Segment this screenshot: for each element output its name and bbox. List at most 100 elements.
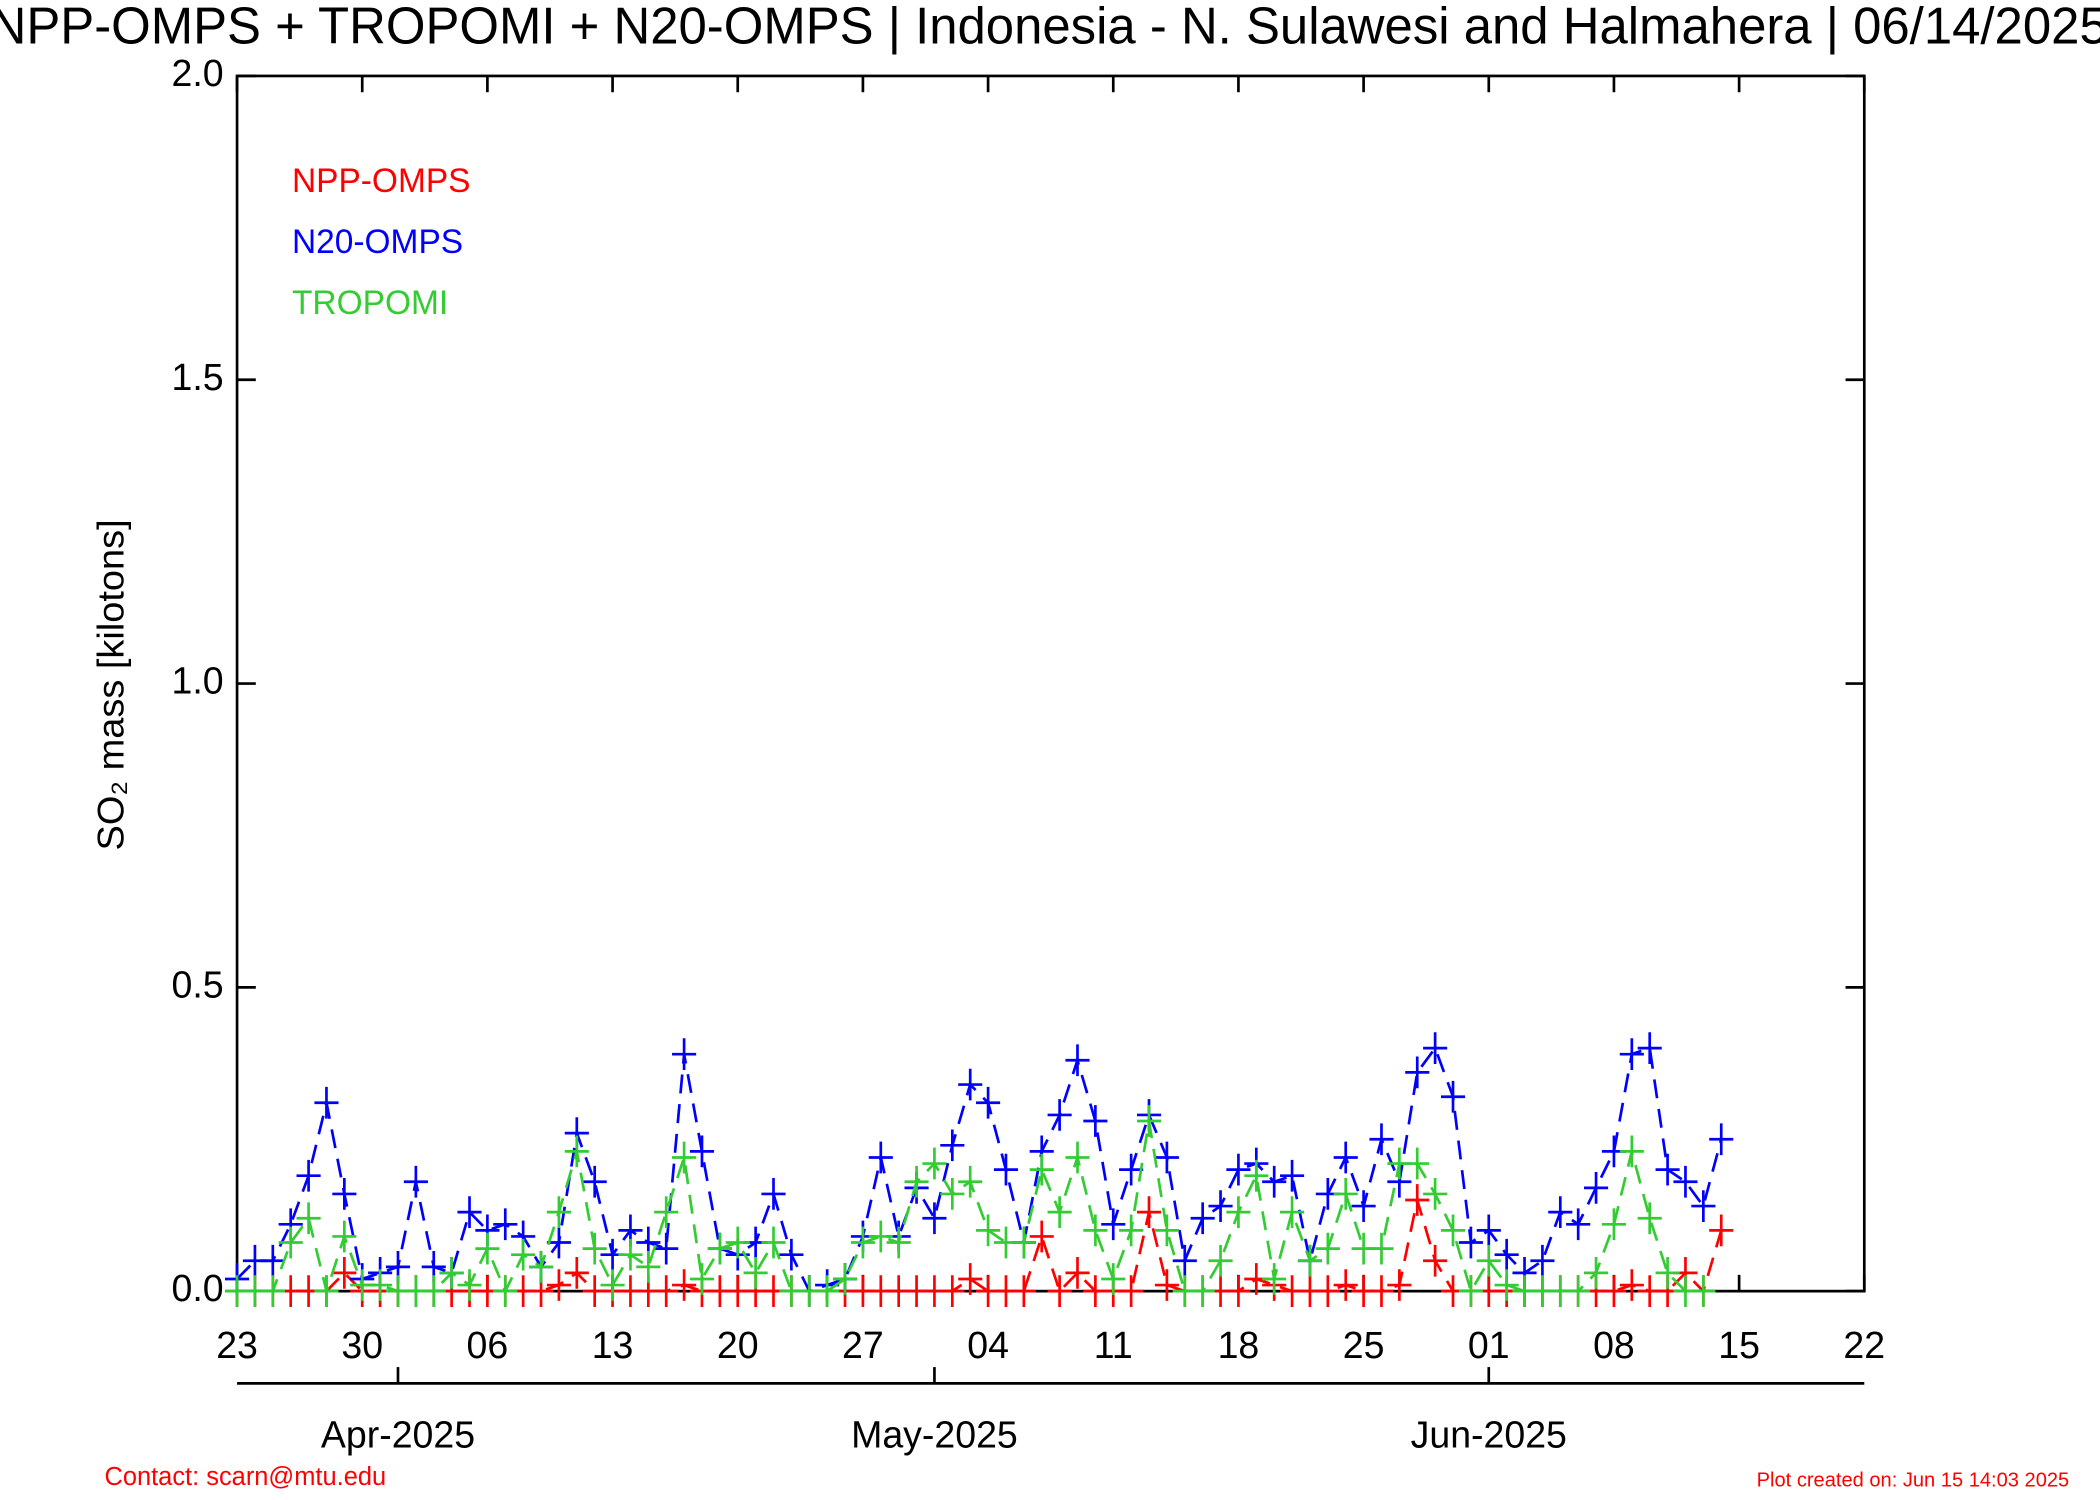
data-point xyxy=(546,1226,571,1259)
month-label: May-2025 xyxy=(851,1413,1018,1455)
data-point xyxy=(1065,1141,1090,1174)
data-point xyxy=(1333,1178,1358,1210)
legend-entry: NPP-OMPS xyxy=(292,163,471,200)
x-tick-label: 30 xyxy=(341,1324,383,1366)
x-tick-label: 13 xyxy=(592,1324,634,1366)
data-point xyxy=(1101,1208,1126,1241)
x-tick-label: 23 xyxy=(216,1324,258,1366)
data-point xyxy=(1029,1153,1054,1186)
data-point xyxy=(815,1275,840,1308)
data-point xyxy=(1154,1141,1179,1174)
data-point xyxy=(546,1196,571,1229)
contact: Contact: scarn@mtu.edu xyxy=(104,1463,386,1491)
data-point xyxy=(1315,1232,1340,1265)
data-point xyxy=(1333,1269,1358,1301)
data-point xyxy=(1637,1202,1662,1235)
data-point xyxy=(1065,1257,1090,1289)
data-point xyxy=(1083,1214,1108,1247)
data-point xyxy=(1440,1080,1466,1113)
data-point xyxy=(421,1275,446,1308)
data-point xyxy=(314,1086,339,1119)
data-point xyxy=(403,1165,428,1198)
data-point xyxy=(1619,1269,1644,1301)
data-point xyxy=(993,1153,1019,1186)
data-point xyxy=(1601,1208,1626,1241)
data-point xyxy=(958,1068,983,1101)
data-point xyxy=(1297,1244,1323,1277)
series-line xyxy=(236,1045,1723,1293)
series-line xyxy=(237,1199,1723,1294)
data-point xyxy=(1101,1263,1126,1295)
data-point xyxy=(1584,1171,1609,1204)
data-point xyxy=(636,1250,661,1283)
legend-entry: N20-OMPS xyxy=(292,224,463,261)
data-point xyxy=(1369,1232,1394,1265)
data-point xyxy=(672,1269,697,1301)
data-point xyxy=(296,1159,321,1192)
data-point xyxy=(1458,1226,1483,1259)
data-point xyxy=(1619,1135,1644,1168)
data-point xyxy=(940,1275,965,1308)
data-point xyxy=(1136,1196,1162,1229)
x-tick-label: 15 xyxy=(1718,1324,1760,1366)
data-point xyxy=(1548,1196,1573,1229)
data-point xyxy=(1405,1147,1430,1180)
data-point xyxy=(1351,1190,1376,1222)
data-point xyxy=(958,1165,983,1198)
data-point xyxy=(1566,1275,1591,1308)
data-point xyxy=(850,1226,875,1259)
data-point xyxy=(1655,1257,1680,1289)
x-tick-label: 22 xyxy=(1843,1324,1885,1366)
x-tick-label: 06 xyxy=(467,1324,509,1366)
data-point xyxy=(457,1269,482,1301)
data-point xyxy=(1691,1190,1716,1222)
data-point xyxy=(1136,1105,1162,1137)
data-point xyxy=(1458,1275,1483,1308)
data-point xyxy=(1172,1244,1197,1277)
x-tick-label: 01 xyxy=(1468,1324,1510,1366)
data-point xyxy=(868,1141,893,1174)
data-point xyxy=(1673,1165,1698,1198)
data-point xyxy=(779,1238,804,1271)
data-point xyxy=(1262,1263,1287,1295)
data-point xyxy=(457,1196,482,1229)
data-point xyxy=(1011,1226,1036,1259)
data-point xyxy=(1208,1244,1233,1277)
y-axis-label: SO₂ mass [kilotons] xyxy=(90,519,132,850)
x-tick-label: 25 xyxy=(1343,1324,1385,1366)
data-point xyxy=(1566,1208,1591,1241)
data-point xyxy=(1709,1123,1734,1156)
data-point xyxy=(922,1202,947,1235)
data-point xyxy=(1637,1032,1662,1064)
data-point xyxy=(1226,1275,1251,1308)
data-point xyxy=(743,1257,768,1289)
data-point xyxy=(1262,1165,1287,1198)
data-point xyxy=(564,1257,589,1289)
data-point xyxy=(528,1250,554,1283)
data-point xyxy=(958,1263,983,1295)
data-point xyxy=(278,1226,303,1259)
y-tick-label: 1.5 xyxy=(172,356,224,398)
data-point xyxy=(1369,1275,1394,1308)
legend-entry: TROPOMI xyxy=(292,285,448,322)
data-point xyxy=(1655,1153,1680,1186)
data-point xyxy=(1601,1275,1626,1308)
data-point xyxy=(1047,1196,1072,1229)
data-point xyxy=(689,1135,715,1168)
data-point xyxy=(672,1141,697,1174)
data-point xyxy=(886,1226,911,1259)
data-point xyxy=(600,1269,625,1301)
data-point xyxy=(1494,1269,1519,1301)
x-tick-label: 04 xyxy=(967,1324,1009,1366)
data-point xyxy=(1226,1153,1251,1186)
data-point xyxy=(1280,1159,1305,1192)
data-point xyxy=(332,1257,357,1289)
data-point xyxy=(1440,1214,1466,1247)
data-point xyxy=(1423,1032,1448,1064)
data-point xyxy=(1154,1214,1179,1247)
data-point xyxy=(296,1202,321,1235)
y-tick-label: 2.0 xyxy=(172,52,224,94)
data-point xyxy=(314,1275,339,1308)
data-point xyxy=(654,1275,679,1308)
data-point xyxy=(832,1263,858,1295)
